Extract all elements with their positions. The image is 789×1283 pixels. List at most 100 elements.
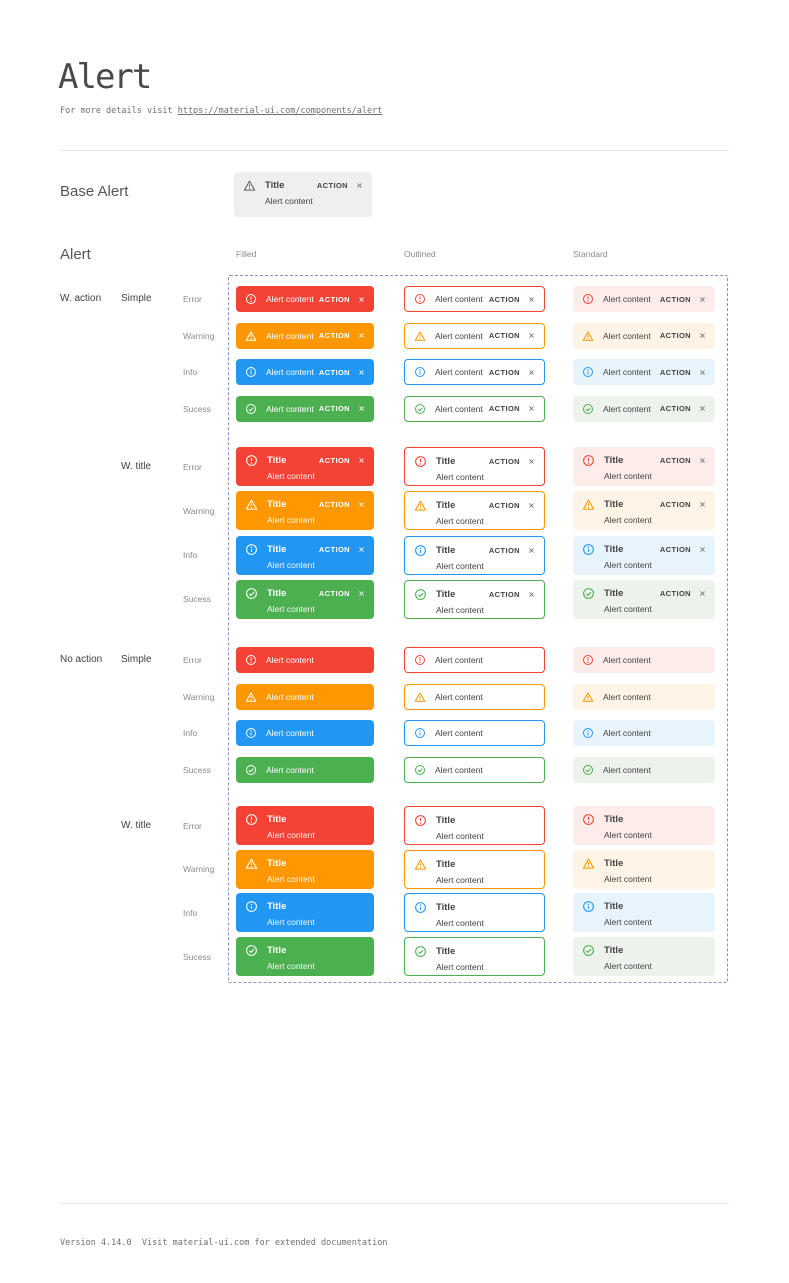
alert-text: Title Alert content [267,454,319,481]
action-button[interactable]: ACTION [659,456,691,465]
action-button[interactable]: ACTION [488,331,520,340]
close-icon[interactable] [698,500,707,509]
alert-standard-error-titled: Title Alert content ACTION [573,447,715,486]
info-icon [245,900,258,913]
action-button[interactable]: ACTION [659,588,691,598]
action-button[interactable]: ACTION [318,544,350,554]
alert-text: Title Alert content [604,543,660,570]
close-icon[interactable] [357,456,366,465]
action-button[interactable]: ACTION [659,331,691,340]
close-icon[interactable] [527,457,536,466]
alert-content: Alert content [265,196,313,206]
alert-content: Alert content [436,516,484,527]
action-button[interactable]: ACTION [659,500,691,510]
info-icon [245,543,258,556]
error-icon [582,813,595,826]
alert-content: Alert content [435,764,483,775]
alert-filled-warning-titled-noaction: Title Alert content [236,849,374,889]
close-icon[interactable] [357,295,366,304]
alert-standard-success-titled: Title Alert content ACTION [573,579,715,619]
close-icon[interactable] [357,545,366,554]
alert-outlined-warning-titled: Title Alert content ACTION [404,491,545,531]
close-icon[interactable] [698,456,707,465]
alert-outlined-warning: Alert content ACTION [404,322,545,349]
column-header-outlined: Outlined [404,249,436,259]
close-icon[interactable] [527,404,536,413]
alert-content: Alert content [435,294,483,304]
action-button[interactable]: ACTION [488,404,520,413]
close-icon[interactable] [698,295,707,304]
alert-standard-success: Alert content ACTION [573,395,715,422]
close-icon[interactable] [698,331,707,340]
close-icon[interactable] [527,295,536,304]
action-button[interactable]: ACTION [318,331,350,340]
close-icon[interactable] [527,501,536,510]
error-icon [582,654,594,666]
action-button[interactable]: ACTION [488,501,520,511]
action-button[interactable]: ACTION [659,404,691,413]
action-button[interactable]: ACTION [318,404,350,413]
action-button[interactable]: ACTION [488,589,520,599]
alert-content: Alert content [266,294,314,304]
action-button[interactable]: ACTION [488,294,520,304]
alert-content: Alert content [436,831,484,841]
close-icon[interactable] [698,368,707,377]
alert-filled-error-titled-noaction: Title Alert content [236,806,374,845]
close-icon[interactable] [527,546,536,555]
row-label-error: Error [183,654,202,665]
close-icon[interactable] [357,331,366,340]
alert-content: Alert content [266,764,314,775]
group-label-no-action: No action [60,654,103,665]
action-button[interactable]: ACTION [318,294,350,304]
alert-title: Title [604,901,624,913]
close-icon[interactable] [355,181,364,190]
close-icon[interactable] [357,404,366,413]
action-button[interactable]: ACTION [488,545,520,555]
close-icon[interactable] [527,368,536,377]
alert-content: Alert content [267,873,315,884]
close-icon[interactable] [698,589,707,598]
alert-content: Alert content [436,604,484,615]
row-label-success: Sucess [183,594,211,605]
action-button[interactable]: ACTION [318,500,350,510]
action-button[interactable]: ACTION [318,367,350,377]
warning-icon [414,330,426,342]
close-icon[interactable] [357,368,366,377]
close-icon[interactable] [357,500,366,509]
action-button[interactable]: ACTION [488,367,520,377]
alert-filled-success: Alert content ACTION [236,395,374,422]
alert-outlined-error-titled-noaction: Title Alert content [404,806,545,845]
alert-title: Title [267,945,287,957]
alert-text: Title Alert content [267,857,366,884]
alert-title: Title [436,588,456,600]
alert-content: Alert content [266,403,314,414]
row-label-error: Error [183,820,202,831]
column-header-standard: Standard [573,249,608,259]
subgroup-label-simple: Simple [121,293,152,304]
action-button[interactable]: ACTION [318,588,350,598]
alert-filled-info-titled-noaction: Title Alert content [236,893,374,933]
warning-icon [245,857,258,870]
action-button[interactable]: ACTION [316,181,348,190]
row-label-warning: Warning [183,330,215,341]
docs-link[interactable]: https://material-ui.com/components/alert [177,106,383,116]
action-button[interactable]: ACTION [318,456,350,465]
alert-content: Alert content [266,691,314,702]
alert-content: Alert content [435,403,483,414]
alert-filled-warning-titled: Title Alert content ACTION [236,491,374,531]
close-icon[interactable] [357,589,366,598]
info-icon [245,366,257,378]
close-icon[interactable] [527,590,536,599]
alert-title: Title [267,587,287,599]
alert-title: Title [436,500,456,512]
action-button[interactable]: ACTION [659,544,691,554]
close-icon[interactable] [698,545,707,554]
alert-standard-info-titled: Title Alert content ACTION [573,535,715,575]
alert-outlined-warning-titled-noaction: Title Alert content [404,849,545,889]
alert-outlined-success-titled: Title Alert content ACTION [404,579,545,619]
action-button[interactable]: ACTION [659,294,691,304]
action-button[interactable]: ACTION [659,367,691,377]
close-icon[interactable] [698,404,707,413]
action-button[interactable]: ACTION [488,457,520,466]
close-icon[interactable] [527,331,536,340]
